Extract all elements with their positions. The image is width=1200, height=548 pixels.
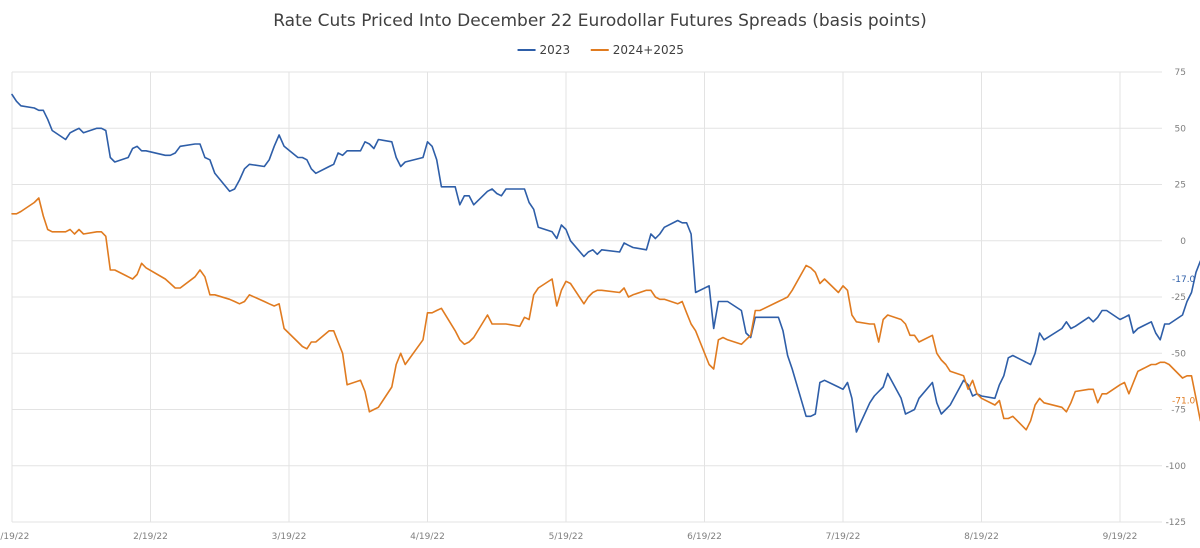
y-tick-label: -50 [1171,349,1186,359]
end-labels: -17.0 -71.0 [1172,275,1196,407]
series-end-label-0: -17.0 [1172,275,1196,285]
x-tick-label: 8/19/22 [964,532,999,542]
x-tick-label: 6/19/22 [687,532,722,542]
legend-label: 2024+2025 [613,43,684,57]
y-tick-label: -25 [1171,293,1186,303]
x-tick-label: 3/19/22 [272,532,307,542]
series-line-1 [11,197,1200,431]
chart-title: Rate Cuts Priced Into December 22 Eurodo… [273,11,927,31]
y-tick-label: 0 [1180,237,1186,247]
y-tick-label: 50 [1175,124,1187,134]
x-tick-label: 9/19/22 [1103,532,1138,542]
series-layer [11,93,1200,433]
x-tick-label: 7/19/22 [826,532,861,542]
legend-item-0: 2023 [517,43,571,57]
grid [11,71,1162,523]
x-tick-label: 4/19/22 [410,532,445,542]
x-tick-label: 5/19/22 [549,532,584,542]
x-axis-ticks: 1/19/22 2/19/22 3/19/22 4/19/22 5/19/22 6/19/… [0,532,1137,542]
series-end-label-1: -71.0 [1172,397,1196,407]
y-axis-ticks: 75 50 25 0 -25 -50 -75 -100 -125 [1166,68,1187,528]
y-tick-label: 75 [1175,68,1186,78]
y-tick-label: -125 [1166,518,1186,528]
x-tick-label: 2/19/22 [133,532,168,542]
legend-label: 2023 [540,43,571,57]
series-line-0 [11,93,1200,433]
legend-item-1: 2024+2025 [590,43,684,57]
legend: 2023 2024+2025 [517,43,684,57]
y-tick-label: -75 [1171,406,1186,416]
x-tick-label: 1/19/22 [0,532,29,542]
y-tick-label: 25 [1175,181,1186,191]
y-tick-label: -100 [1166,462,1187,472]
